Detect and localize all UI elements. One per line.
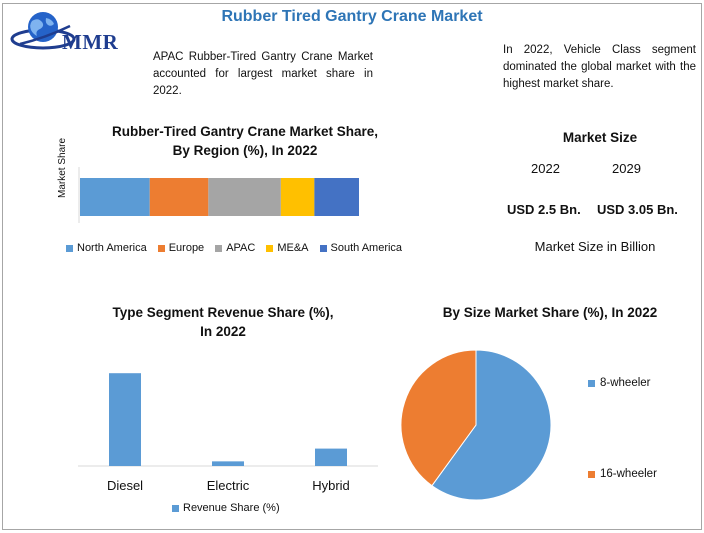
size-legend: 8-wheeler 16-wheeler — [588, 377, 657, 480]
size-pie-chart — [400, 349, 552, 501]
region-y-axis-label: Market Share — [57, 137, 68, 198]
pie-legend-swatch-1 — [588, 470, 595, 478]
region-legend-item-2: APAC — [215, 242, 255, 254]
type-legend-item-0-label: Revenue Share (%) — [183, 502, 280, 514]
region-legend-item-1: Europe — [157, 242, 205, 254]
region-legend-item-2-swatch — [215, 244, 223, 252]
type-legend-item-0-swatch — [172, 504, 179, 512]
infographic-frame — [2, 3, 702, 530]
region-bar-segment-0 — [80, 178, 150, 216]
region-bar-segment-4 — [314, 178, 359, 216]
market-size-value-start: USD 2.5 Bn. — [507, 202, 581, 217]
pie-legend-item-0: 8-wheeler — [588, 377, 657, 389]
region-legend-item-2-label: APAC — [226, 242, 256, 254]
region-legend-item-0-swatch — [66, 244, 73, 252]
size-chart-title: By Size Market Share (%), In 2022 — [442, 305, 658, 320]
pie-legend-label-0: 8-wheeler — [600, 377, 651, 389]
region-legend-item-4-swatch — [319, 244, 327, 252]
region-legend-item-4: South America — [319, 242, 403, 254]
region-legend-item-4-label: South America — [330, 242, 403, 254]
type-bar-1 — [212, 461, 244, 466]
pie-slice-0 — [431, 349, 552, 501]
type-bar-chart: Diesel Electric Hybrid — [78, 373, 378, 493]
region-legend-item-1-swatch — [157, 244, 165, 252]
pie-slice-1 — [400, 349, 477, 487]
apac-note: APAC Rubber-Tired Gantry Crane Market ac… — [153, 51, 373, 97]
region-stacked-bar-chart — [78, 167, 359, 223]
type-bar-0 — [109, 373, 141, 466]
globe-icon — [10, 12, 76, 50]
region-bar-segment-2 — [208, 178, 281, 216]
type-chart-title: Type Segment Revenue Share (%), In 2022 — [112, 305, 334, 339]
type-tick-label-1: Electric — [207, 478, 250, 493]
vehicle-note: In 2022, Vehicle Class segment dominated… — [503, 44, 696, 90]
pie-legend-item-1: 16-wheeler — [588, 468, 657, 480]
region-legend-item-0-label: North America — [77, 242, 147, 254]
page-title: Rubber Tired Gantry Crane Market — [221, 8, 483, 25]
type-legend: Revenue Share (%) — [172, 502, 280, 514]
type-bar-2 — [315, 448, 347, 466]
market-size-year-end: 2029 — [612, 161, 641, 176]
region-legend-item-0: North America — [66, 242, 147, 254]
region-legend: North America Europe APAC ME&A South America — [66, 242, 402, 254]
region-legend-item-3-swatch — [266, 244, 274, 252]
region-legend-item-3: ME&A — [266, 242, 309, 254]
pie-legend-swatch-0 — [588, 379, 595, 387]
market-size-year-start: 2022 — [531, 161, 560, 176]
region-chart-title: Rubber-Tired Gantry Crane Market Share, B… — [111, 124, 379, 158]
mmr-logo — [10, 6, 130, 56]
type-tick-label-2: Hybrid — [312, 478, 350, 493]
logo-text: MMR — [62, 30, 119, 54]
type-tick-label-0: Diesel — [107, 478, 143, 493]
pie-legend-label-1: 16-wheeler — [600, 468, 657, 480]
region-bar-segment-3 — [280, 178, 315, 216]
market-size-title: Market Size — [562, 130, 638, 145]
region-legend-item-3-label: ME&A — [277, 242, 309, 254]
type-legend-item-0: Revenue Share (%) — [172, 502, 280, 514]
region-legend-item-1-label: Europe — [168, 242, 205, 254]
region-bar-segment-1 — [149, 178, 209, 216]
market-size-value-end: USD 3.05 Bn. — [597, 202, 678, 217]
market-size-caption: Market Size in Billion — [534, 239, 656, 254]
